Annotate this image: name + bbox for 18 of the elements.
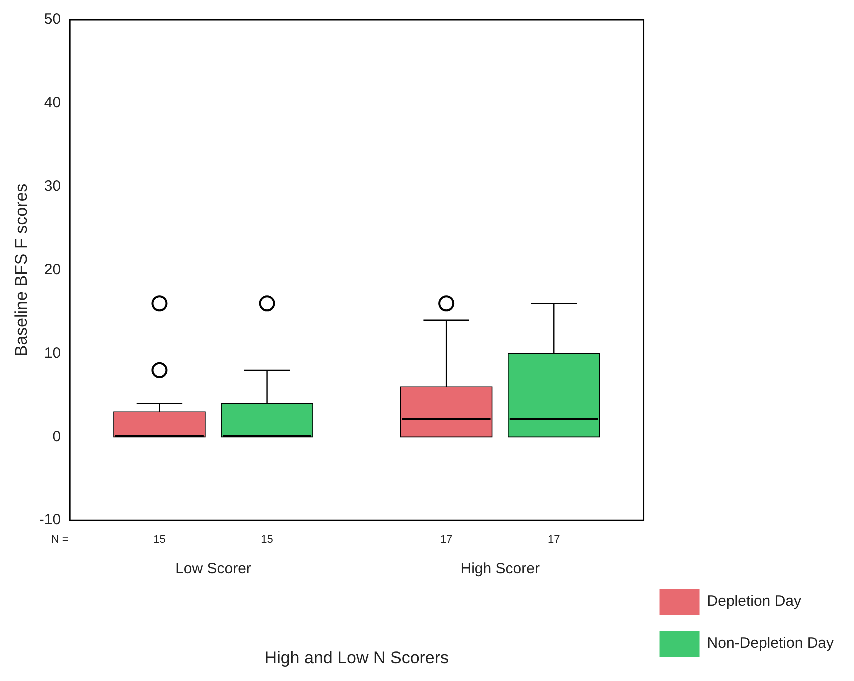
y-tick-label: 0 — [52, 428, 62, 446]
x-tick-label: Low Scorer — [176, 560, 252, 578]
legend-label: Depletion Day — [707, 593, 802, 610]
legend-label: Non-Depletion Day — [707, 635, 834, 652]
y-tick-label: 50 — [44, 11, 62, 28]
text: 15 — [154, 534, 166, 546]
y-tick-label: 40 — [44, 94, 62, 112]
x-axis-title: High and Low N Scorers — [264, 648, 450, 668]
y-axis-title: Baseline BFS F scores — [12, 184, 31, 357]
y-tick-label: 20 — [44, 261, 62, 278]
x-tick-label: High Scorer — [460, 560, 540, 578]
text: N = — [51, 534, 69, 546]
y-tick-label: 30 — [44, 178, 62, 196]
y-tick-label: -10 — [39, 512, 62, 529]
text: 17 — [548, 534, 560, 546]
y-tick-label: 10 — [44, 344, 62, 362]
text: 17 — [440, 534, 453, 546]
text: 15 — [261, 534, 274, 546]
